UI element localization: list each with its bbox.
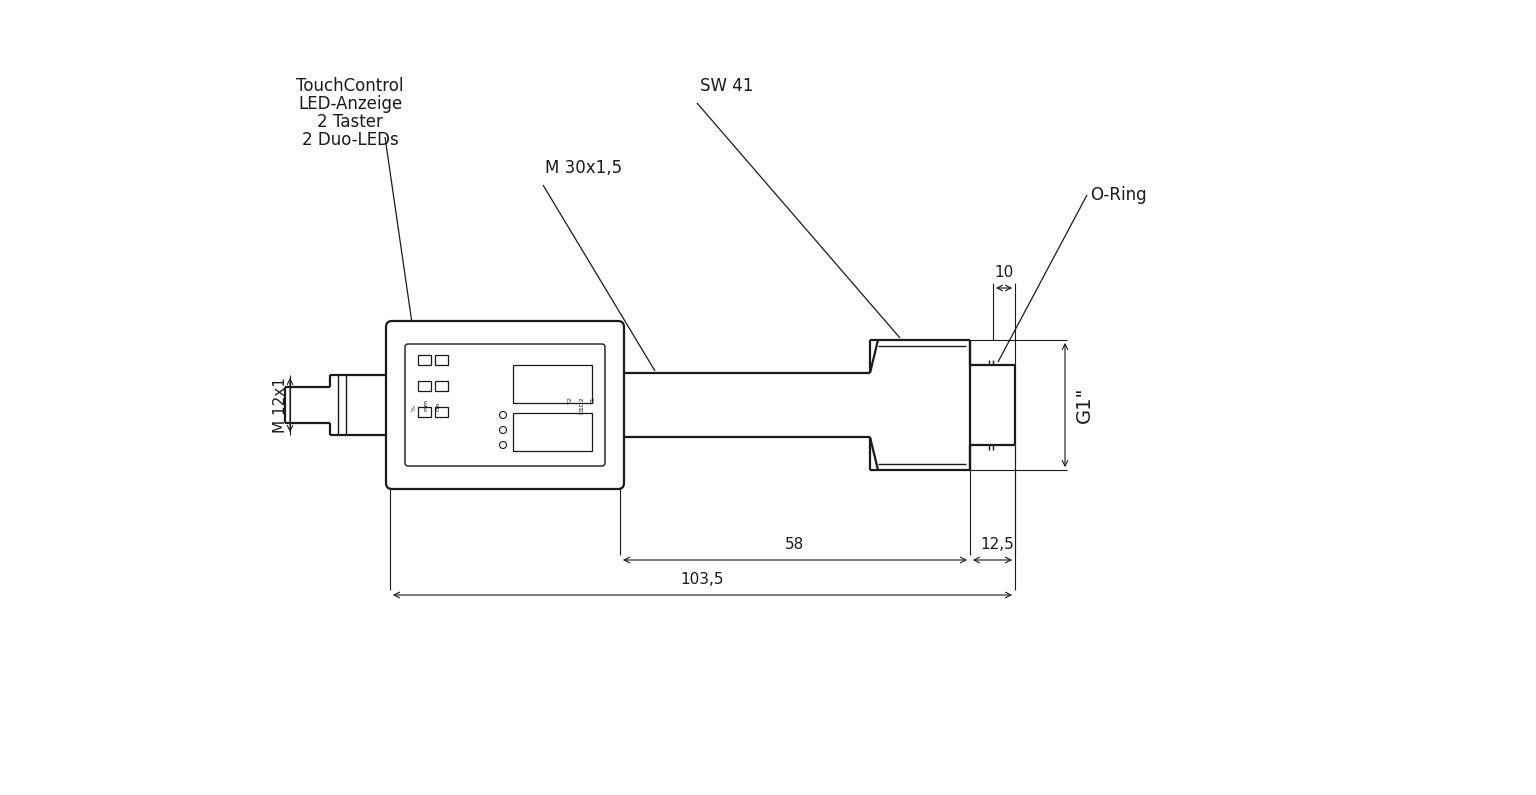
Bar: [435, 381, 449, 391]
Text: M 12x1: M 12x1: [272, 377, 287, 433]
Bar: [435, 407, 449, 417]
Bar: [418, 407, 432, 417]
Text: T2

D1D2

T1: T2 D1D2 T1: [568, 396, 596, 414]
Text: 103,5: 103,5: [680, 572, 725, 587]
Bar: [513, 413, 591, 451]
Text: SW 41: SW 41: [700, 77, 753, 95]
FancyBboxPatch shape: [386, 321, 624, 489]
Text: LED-Anzeige: LED-Anzeige: [298, 95, 402, 113]
Text: M 30x1,5: M 30x1,5: [545, 159, 622, 177]
FancyBboxPatch shape: [406, 344, 605, 466]
Text: 58: 58: [785, 537, 805, 552]
Bar: [435, 355, 449, 365]
Circle shape: [499, 412, 507, 418]
Text: G1": G1": [1075, 386, 1094, 423]
Text: 2 Duo-LEDs: 2 Duo-LEDs: [301, 131, 398, 149]
Bar: [513, 365, 591, 403]
Text: TouchControl: TouchControl: [296, 77, 404, 95]
Bar: [418, 381, 432, 391]
Text: O-Ring: O-Ring: [1091, 186, 1147, 204]
Text: 2 Taster: 2 Taster: [316, 113, 382, 131]
Circle shape: [499, 426, 507, 433]
Circle shape: [499, 441, 507, 448]
Text: 12,5: 12,5: [980, 537, 1014, 552]
Text: %

mm

cm: % mm cm: [412, 399, 441, 411]
Text: 10: 10: [994, 265, 1014, 280]
Bar: [418, 355, 432, 365]
